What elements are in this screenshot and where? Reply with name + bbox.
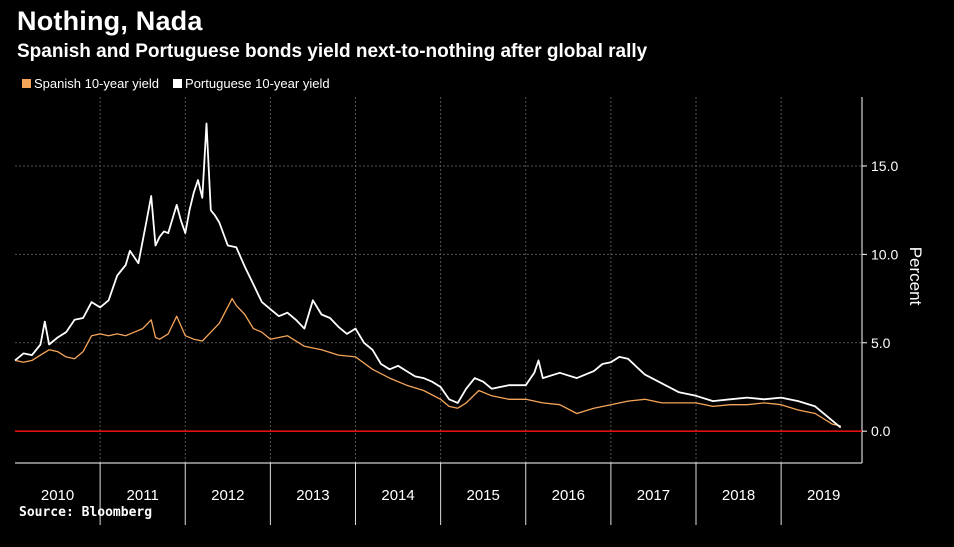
y-tick-label: 5.0: [871, 335, 891, 351]
series-line-portugal: [14, 122, 842, 429]
y-tick-label: 0.0: [871, 423, 891, 439]
x-tick-label: 2011: [127, 487, 159, 504]
x-tick-label: 2018: [722, 487, 755, 504]
chart-title: Nothing, Nada: [17, 6, 203, 36]
x-tick-label: 2016: [552, 487, 585, 504]
x-tick-label: 2017: [637, 487, 670, 504]
y-tick-label: 10.0: [871, 246, 898, 262]
series-layer: [14, 122, 862, 432]
grid-layer: [15, 97, 862, 463]
y-axis-label: Percent: [906, 247, 925, 306]
source-note: Source: Bloomberg: [19, 505, 153, 520]
legend: Spanish 10-year yield Portuguese 10-year…: [22, 76, 330, 91]
x-tick-label: 2012: [211, 487, 244, 504]
x-tick-label: 2010: [41, 487, 74, 504]
x-tick-label: 2015: [467, 487, 500, 504]
legend-swatch-spain: [22, 79, 31, 88]
legend-label-spain: Spanish 10-year yield: [34, 76, 160, 91]
series-line-spain: [14, 297, 841, 427]
axis-layer: 2010 2011 2012 2013 2014 2015 2016 2017 2018 2019…: [15, 97, 925, 525]
x-tick-label: 2013: [296, 487, 329, 504]
chart-subtitle: Spanish and Portuguese bonds yield next-…: [17, 41, 648, 62]
legend-swatch-portugal: [173, 79, 183, 88]
x-tick-label: 2014: [381, 487, 414, 504]
x-tick-label: 2019: [807, 487, 840, 504]
legend-item-portugal: Portuguese 10-year yield: [173, 76, 330, 91]
legend-label-portugal: Portuguese 10-year yield: [185, 76, 330, 91]
y-tick-label: 15.0: [871, 158, 898, 174]
legend-item-spain: Spanish 10-year yield: [22, 76, 159, 91]
